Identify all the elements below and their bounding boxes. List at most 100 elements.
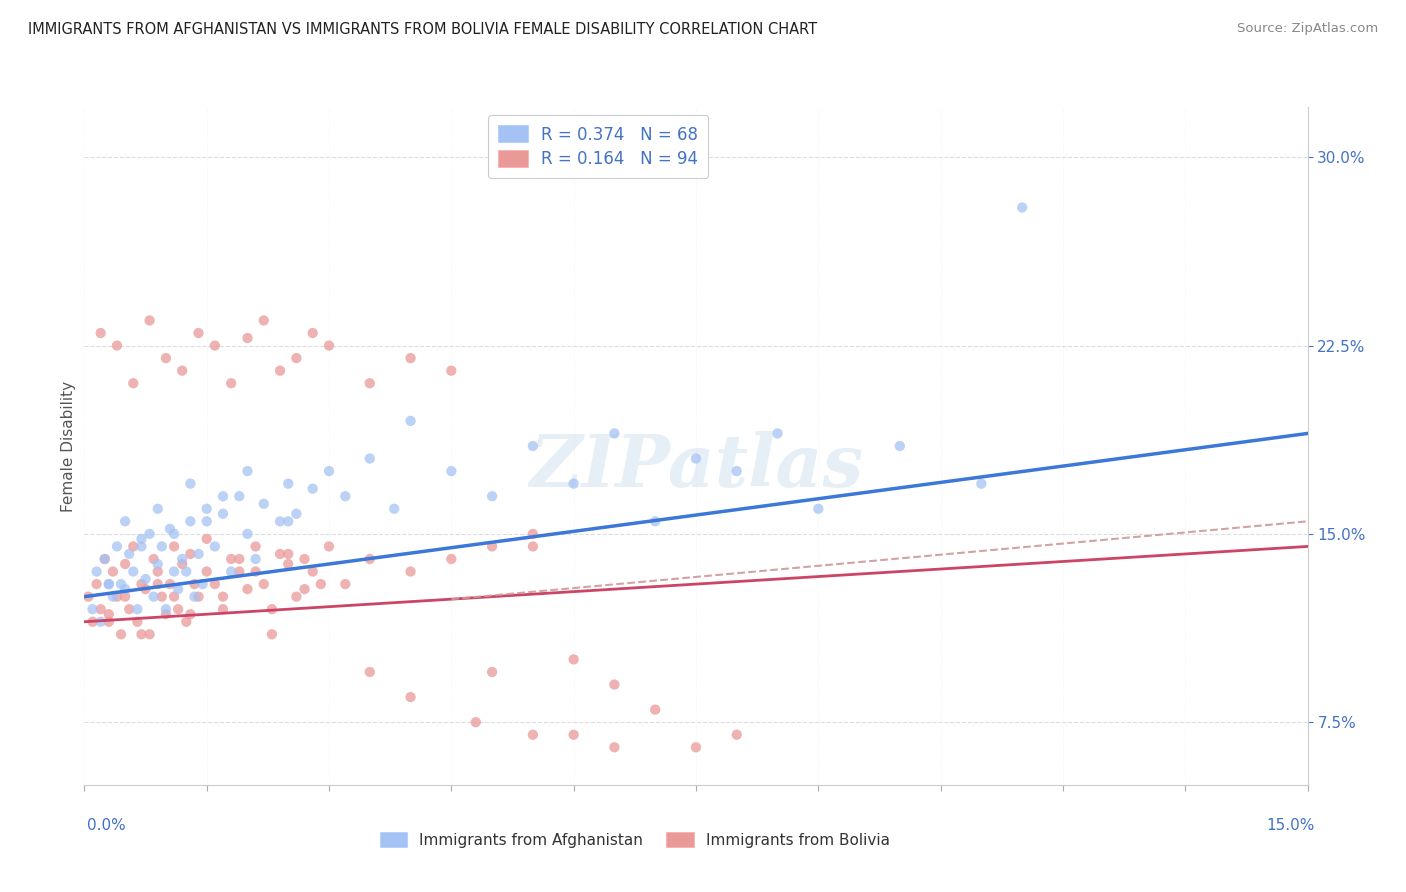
Point — [382, 501, 405, 516]
Point — [269, 547, 291, 561]
Point — [522, 728, 544, 742]
Point — [562, 652, 585, 666]
Point — [150, 590, 173, 604]
Point — [294, 582, 316, 596]
Point — [114, 514, 136, 528]
Point — [86, 565, 108, 579]
Point — [118, 547, 141, 561]
Point — [122, 565, 145, 579]
Point — [236, 527, 259, 541]
Point — [245, 552, 267, 566]
Point — [195, 514, 218, 528]
Point — [97, 607, 120, 622]
Point — [245, 565, 267, 579]
Point — [301, 482, 323, 496]
Point — [82, 615, 104, 629]
Point — [127, 615, 149, 629]
Point — [359, 451, 381, 466]
Point — [335, 577, 357, 591]
Point — [212, 602, 235, 616]
Point — [131, 577, 153, 591]
Point — [146, 577, 169, 591]
Point — [464, 715, 486, 730]
Point — [174, 565, 197, 579]
Point — [481, 540, 503, 554]
Point — [187, 326, 209, 340]
Point — [277, 557, 299, 571]
Point — [219, 376, 242, 391]
Point — [97, 615, 120, 629]
Text: Source: ZipAtlas.com: Source: ZipAtlas.com — [1237, 22, 1378, 36]
Point — [603, 740, 626, 755]
Point — [212, 489, 235, 503]
Point — [183, 577, 205, 591]
Point — [440, 364, 463, 378]
Point — [562, 728, 585, 742]
Point — [481, 665, 503, 679]
Point — [301, 326, 323, 340]
Point — [359, 552, 381, 566]
Point — [195, 565, 218, 579]
Point — [285, 507, 308, 521]
Point — [889, 439, 911, 453]
Point — [146, 565, 169, 579]
Point — [138, 627, 160, 641]
Point — [135, 582, 157, 596]
Point — [335, 489, 357, 503]
Point — [685, 451, 707, 466]
Point — [93, 552, 115, 566]
Point — [114, 582, 136, 596]
Text: IMMIGRANTS FROM AFGHANISTAN VS IMMIGRANTS FROM BOLIVIA FEMALE DISABILITY CORRELA: IMMIGRANTS FROM AFGHANISTAN VS IMMIGRANT… — [28, 22, 817, 37]
Point — [167, 582, 190, 596]
Point — [163, 590, 186, 604]
Point — [970, 476, 993, 491]
Point — [150, 540, 173, 554]
Point — [285, 590, 308, 604]
Point — [86, 577, 108, 591]
Point — [212, 590, 235, 604]
Point — [236, 582, 259, 596]
Point — [399, 414, 422, 428]
Point — [131, 627, 153, 641]
Point — [644, 703, 666, 717]
Point — [110, 627, 132, 641]
Point — [183, 590, 205, 604]
Point — [97, 577, 120, 591]
Point — [522, 439, 544, 453]
Point — [195, 501, 218, 516]
Point — [179, 607, 201, 622]
Point — [174, 615, 197, 629]
Point — [236, 464, 259, 478]
Point — [93, 552, 115, 566]
Point — [204, 338, 226, 352]
Point — [301, 565, 323, 579]
Point — [172, 552, 194, 566]
Point — [105, 338, 128, 352]
Point — [97, 577, 120, 591]
Point — [118, 602, 141, 616]
Point — [522, 540, 544, 554]
Point — [142, 552, 165, 566]
Point — [191, 577, 214, 591]
Point — [603, 677, 626, 691]
Point — [122, 376, 145, 391]
Point — [167, 602, 190, 616]
Point — [399, 565, 422, 579]
Point — [131, 540, 153, 554]
Point — [131, 532, 153, 546]
Point — [228, 565, 250, 579]
Point — [187, 547, 209, 561]
Point — [114, 590, 136, 604]
Point — [399, 690, 422, 704]
Point — [562, 476, 585, 491]
Point — [135, 572, 157, 586]
Point — [159, 577, 181, 591]
Point — [204, 577, 226, 591]
Point — [127, 602, 149, 616]
Point — [138, 313, 160, 327]
Point — [146, 501, 169, 516]
Point — [440, 552, 463, 566]
Point — [253, 497, 276, 511]
Point — [142, 590, 165, 604]
Point — [522, 527, 544, 541]
